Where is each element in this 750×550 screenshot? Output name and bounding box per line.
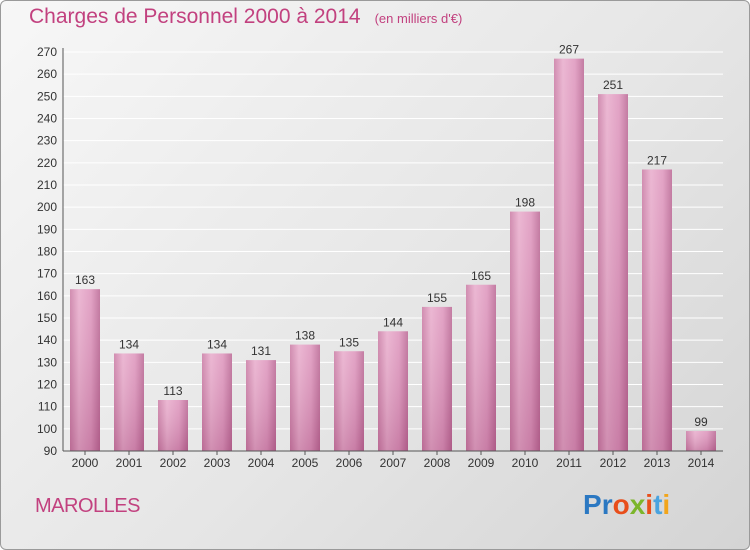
value-label: 267: [559, 43, 579, 57]
proxiti-logo: Proxiti: [583, 489, 670, 521]
value-label: 251: [603, 78, 623, 92]
value-label: 99: [694, 415, 708, 429]
bar-shade-2009: [466, 284, 496, 451]
y-tick-label: 150: [37, 311, 57, 325]
x-tick-label: 2004: [248, 456, 275, 470]
bar-shade-2010: [510, 211, 540, 451]
bar-shade-2000: [70, 289, 100, 451]
x-tick-label: 2007: [380, 456, 407, 470]
value-label: 113: [163, 384, 182, 398]
y-tick-label: 190: [37, 222, 57, 236]
value-label: 135: [339, 335, 359, 349]
x-tick-label: 2000: [72, 456, 99, 470]
bar-shade-2001: [114, 353, 144, 451]
y-tick-label: 120: [37, 378, 57, 392]
y-tick-label: 110: [38, 400, 57, 414]
logo-letter: x: [629, 489, 646, 520]
value-label: 155: [427, 291, 447, 305]
y-tick-label: 140: [37, 333, 57, 347]
x-tick-label: 2014: [688, 456, 715, 470]
x-tick-label: 2013: [644, 456, 671, 470]
x-tick-label: 2010: [512, 456, 539, 470]
bar-shade-2012: [598, 94, 628, 451]
bar-shade-2005: [290, 344, 320, 451]
y-tick-label: 130: [37, 355, 57, 369]
logo-letter: r: [601, 489, 613, 520]
y-tick-label: 200: [37, 200, 57, 214]
logo-letter: P: [583, 489, 602, 520]
bar-shade-2002: [158, 400, 188, 451]
x-tick-label: 2003: [204, 456, 231, 470]
x-tick-label: 2009: [468, 456, 495, 470]
x-tick-label: 2006: [336, 456, 363, 470]
y-tick-label: 210: [37, 178, 57, 192]
x-tick-label: 2011: [556, 456, 582, 470]
value-label: 198: [515, 196, 535, 210]
bar-shade-2011: [554, 58, 584, 452]
y-tick-label: 220: [37, 156, 57, 170]
value-label: 134: [119, 337, 139, 351]
y-tick-label: 260: [37, 67, 57, 81]
bar-shade-2004: [246, 360, 276, 451]
value-label: 217: [647, 153, 667, 167]
logo-letter: i: [662, 489, 671, 520]
y-tick-label: 160: [37, 289, 57, 303]
value-label: 138: [295, 329, 315, 343]
value-label: 131: [251, 344, 271, 358]
x-tick-label: 2002: [160, 456, 187, 470]
chart-title-text: Charges de Personnel 2000 à 2014: [29, 5, 361, 28]
value-label: 134: [207, 337, 227, 351]
x-tick-label: 2005: [292, 456, 319, 470]
unit-label: (en milliers d'€): [374, 11, 463, 26]
y-tick-label: 180: [37, 245, 57, 259]
logo-letter: t: [653, 489, 663, 520]
chart-title: Charges de Personnel 2000 à 2014 (en mill…: [29, 5, 462, 29]
y-tick-label: 250: [37, 89, 57, 103]
value-label: 165: [471, 269, 491, 283]
y-tick-label: 170: [37, 267, 57, 281]
bar-shade-2003: [202, 353, 232, 451]
x-tick-label: 2008: [424, 456, 451, 470]
y-tick-label: 100: [37, 422, 57, 436]
x-tick-label: 2001: [116, 456, 143, 470]
logo-letter: o: [612, 489, 630, 520]
bar-shade-2008: [422, 306, 452, 451]
y-tick-label: 240: [37, 112, 57, 126]
y-tick-label: 270: [37, 45, 57, 59]
x-tick-label: 2012: [600, 456, 627, 470]
value-label: 163: [75, 273, 95, 287]
y-tick-label: 90: [44, 444, 58, 458]
logo-letter: i: [645, 489, 654, 520]
bar-shade-2014: [686, 431, 716, 451]
bar-shade-2006: [334, 351, 364, 451]
bar-shade-2007: [378, 331, 408, 451]
value-label: 144: [383, 315, 403, 329]
bar-shade-2013: [642, 169, 672, 451]
y-tick-label: 230: [37, 134, 57, 148]
city-name: MAROLLES: [35, 495, 140, 517]
